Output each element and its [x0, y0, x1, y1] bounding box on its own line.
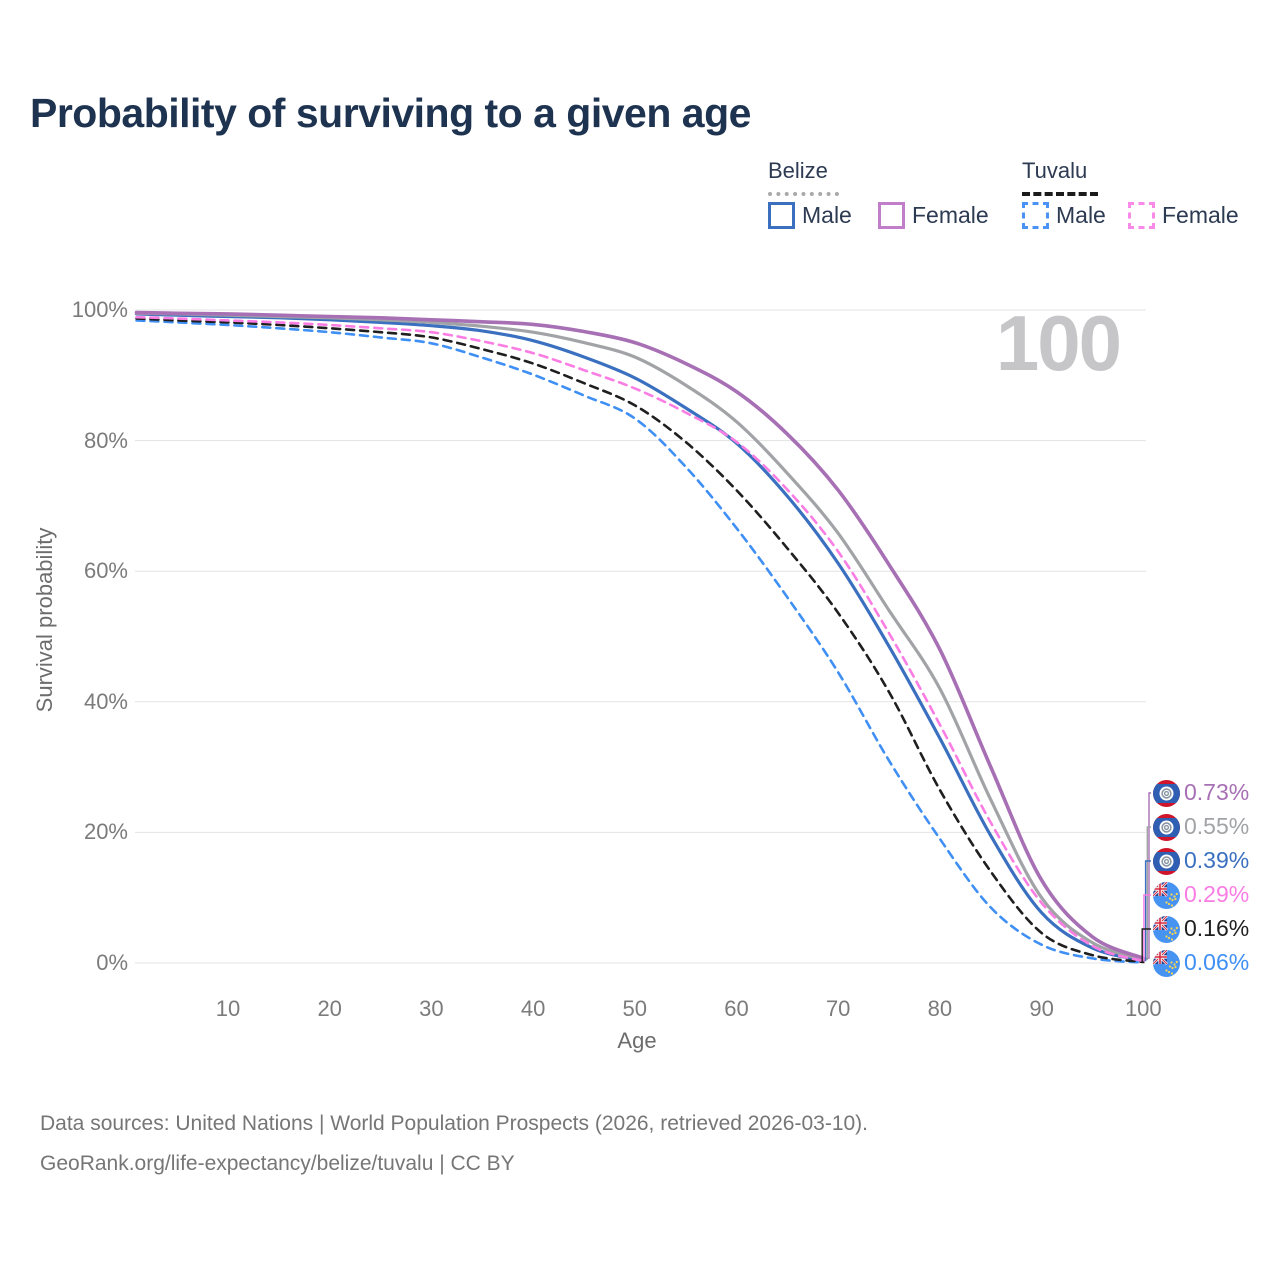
- y-tick-label: 40%: [83, 688, 128, 714]
- page-title: Probability of surviving to a given age: [30, 90, 751, 136]
- legend-item-belize-female[interactable]: Female: [878, 202, 989, 229]
- y-axis-title: Survival probability: [32, 527, 57, 713]
- y-tick-label: 20%: [83, 819, 128, 845]
- legend-group-tuvalu: Tuvalu: [1022, 158, 1088, 183]
- tuvalu-female-swatch-icon: [1128, 202, 1155, 229]
- legend-underline-belize: [768, 192, 839, 196]
- tuvalu-flag-icon: [1153, 949, 1180, 977]
- end-label-tuvalu-male: 0.06%: [1184, 949, 1250, 975]
- footer: Data sources: United Nations | World Pop…: [40, 1104, 868, 1184]
- belize-flag-icon: [1153, 813, 1180, 841]
- footer-link: GeoRank.org/life-expectancy/belize/tuval…: [40, 1152, 515, 1175]
- x-tick-label: 40: [520, 996, 546, 1021]
- end-flag-wrap: [1153, 813, 1180, 841]
- belize-flag-icon: [1153, 779, 1180, 807]
- x-tick-label: 30: [419, 996, 444, 1021]
- end-label-belize-female: 0.73%: [1184, 779, 1250, 805]
- series-line-tuvalu-male: [135, 319, 1145, 964]
- x-tick-label: 50: [622, 996, 648, 1021]
- y-tick-label: 0%: [96, 950, 128, 975]
- x-tick-label: 20: [317, 996, 342, 1021]
- legend-item-belize-male[interactable]: Male: [768, 202, 852, 229]
- end-label-belize-male: 0.39%: [1184, 847, 1250, 873]
- legend-item-label: Female: [912, 202, 989, 228]
- legend-item-tuvalu-male[interactable]: Male: [1022, 202, 1106, 229]
- belize-female-swatch-icon: [878, 202, 905, 229]
- age-watermark: 100: [995, 299, 1122, 387]
- legend-group-belize: Belize: [768, 158, 828, 183]
- series-line-belize-female: [134, 310, 1146, 960]
- series-line-tuvalu-female: [135, 315, 1145, 963]
- end-flag-wrap: [1153, 847, 1180, 875]
- series-connector-tuvalu-total: [1141, 928, 1151, 963]
- x-tick-label: 10: [215, 996, 241, 1021]
- y-tick-label: 80%: [83, 427, 128, 453]
- x-axis-title: Age: [617, 1028, 657, 1053]
- x-tick-label: 80: [927, 996, 953, 1021]
- x-tick-label: 60: [724, 996, 749, 1021]
- legend-item-label: Male: [1056, 202, 1106, 228]
- tuvalu-flag-icon: [1153, 881, 1180, 909]
- y-tick-label: 100%: [71, 297, 128, 322]
- end-flag-wrap: [1153, 915, 1180, 943]
- series-connector-tuvalu-female: [1143, 894, 1151, 962]
- series-line-tuvalu-total: [135, 317, 1145, 964]
- legend-item-label: Male: [802, 202, 852, 228]
- end-flag-wrap: [1153, 949, 1180, 977]
- x-tick-label: 90: [1029, 996, 1054, 1021]
- legend-item-label: Female: [1162, 202, 1239, 228]
- series-line-belize-total: [134, 311, 1145, 961]
- tuvalu-male-swatch-icon: [1022, 202, 1049, 229]
- belize-flag-icon: [1153, 847, 1180, 875]
- end-flag-wrap: [1153, 779, 1180, 807]
- legend-item-tuvalu-female[interactable]: Female: [1128, 202, 1239, 229]
- end-label-belize-total: 0.55%: [1184, 813, 1250, 839]
- series-line-belize-male: [134, 312, 1145, 963]
- end-label-tuvalu-total: 0.16%: [1184, 915, 1250, 941]
- x-tick-label: 70: [825, 996, 851, 1021]
- y-tick-label: 60%: [83, 558, 128, 584]
- tuvalu-flag-icon: [1153, 915, 1180, 943]
- x-tick-label: 100: [1124, 996, 1162, 1021]
- end-flag-wrap: [1153, 881, 1180, 909]
- legend-underline-tuvalu: [1022, 192, 1098, 196]
- end-label-tuvalu-female: 0.29%: [1184, 881, 1250, 907]
- footer-sources: Data sources: United Nations | World Pop…: [40, 1112, 869, 1135]
- belize-male-swatch-icon: [768, 202, 795, 229]
